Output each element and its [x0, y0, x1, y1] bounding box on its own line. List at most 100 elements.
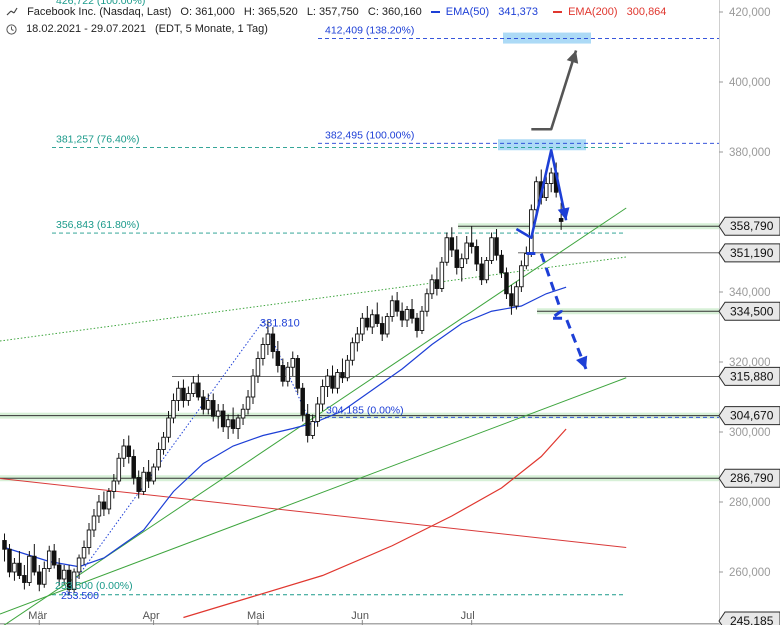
candle-body	[220, 410, 226, 428]
candle	[474, 239, 479, 271]
candle	[206, 393, 211, 415]
candle-body	[548, 172, 554, 184]
candle-body	[230, 419, 236, 429]
level-price-label: 334,500	[730, 304, 774, 318]
candle	[494, 229, 499, 261]
candle	[176, 381, 181, 411]
candle	[181, 379, 186, 408]
candle	[365, 306, 370, 331]
ema200-line	[183, 428, 567, 619]
x-tick-label: Mai	[247, 610, 265, 622]
level-price-tag	[718, 301, 780, 321]
candle-body	[320, 386, 325, 405]
candle	[454, 236, 460, 275]
clock-icon	[6, 23, 20, 35]
candle	[355, 327, 360, 352]
level-price-label: 315,880	[730, 369, 774, 383]
level-price-tag	[718, 611, 780, 625]
candle-body	[176, 387, 181, 401]
ema200-value: 300,864	[626, 6, 667, 18]
candle	[345, 355, 350, 382]
candle-body	[290, 358, 296, 368]
candle-body	[389, 300, 395, 317]
candle-body	[260, 344, 266, 359]
candle-body	[66, 569, 72, 590]
candle	[215, 404, 221, 429]
candle	[558, 202, 564, 230]
candle	[2, 533, 7, 562]
candle	[22, 565, 27, 590]
scenario-arrow	[531, 50, 578, 131]
candle-body	[71, 571, 77, 590]
candle	[136, 470, 141, 499]
candle-body	[37, 571, 42, 585]
candle-body	[171, 400, 176, 419]
candle-body	[81, 547, 87, 559]
candle	[225, 414, 231, 439]
candle	[459, 253, 464, 282]
y-tick-label: 420,000	[729, 7, 771, 19]
candle	[464, 236, 469, 264]
candle	[414, 313, 420, 338]
candle-body	[56, 564, 62, 580]
candle-body	[360, 317, 365, 335]
candle	[96, 495, 102, 523]
candle	[245, 390, 251, 415]
candle	[86, 523, 92, 555]
candle	[37, 565, 42, 592]
candle-body	[111, 480, 117, 492]
candle	[484, 257, 489, 284]
candle	[315, 397, 320, 427]
candle	[479, 257, 484, 285]
ema200-legend: EMA(200) 300,864	[553, 6, 672, 18]
candle-body	[42, 568, 47, 585]
candle	[375, 302, 380, 327]
scenario-arrows	[515, 50, 588, 370]
candle-body	[17, 562, 22, 576]
level-price-tag	[718, 366, 780, 386]
candle	[260, 337, 266, 366]
candle-body	[424, 293, 430, 312]
candle-body	[444, 237, 450, 263]
candle	[379, 316, 385, 341]
annotations: 426,722 (100.00%) 381,257 (76.40%) 356,843…	[55, 0, 414, 602]
fib-label: 412,409 (138.20%)	[325, 25, 414, 37]
swing-high-label: 331.810	[260, 318, 300, 330]
candle-body	[543, 183, 549, 198]
x-tick-label: Jul	[461, 610, 475, 622]
level-price-tag	[718, 406, 780, 426]
range-note: (EDT, 5 Monate, 1 Tag)	[155, 23, 268, 35]
candle	[71, 568, 77, 593]
fib-label: 381,257 (76.40%)	[56, 134, 139, 146]
y-tick-label: 300,000	[729, 427, 771, 439]
level-price-label: 304,670	[730, 409, 774, 423]
candle-body	[210, 400, 216, 417]
candle-body	[330, 375, 335, 389]
candle-body	[225, 419, 231, 428]
fib-label: 426,722 (100.00%)	[56, 0, 145, 7]
candle-body	[146, 471, 151, 482]
candle	[360, 313, 365, 341]
level-price-label: 245,185	[730, 614, 774, 625]
header-row-1: Facebook Inc. (Nasdaq, Last) O: 361,000 …	[6, 6, 678, 18]
candle-body	[484, 260, 489, 281]
candle	[196, 374, 201, 401]
candle-body	[32, 555, 37, 573]
ema200-label: EMA(200)	[568, 6, 618, 18]
candle	[409, 299, 415, 324]
candle	[270, 327, 276, 359]
level-price-label: 286,790	[730, 471, 774, 485]
candle	[17, 551, 22, 579]
candle	[230, 407, 236, 434]
candle	[265, 320, 271, 355]
candle-body	[439, 261, 445, 289]
candle-body	[434, 279, 440, 289]
level-price-tag	[718, 216, 780, 236]
candle	[191, 376, 196, 397]
level-price-label: 358,790	[730, 219, 774, 233]
candle	[76, 554, 82, 579]
candle-body	[384, 316, 390, 335]
candles	[2, 162, 564, 595]
candle-body	[305, 414, 310, 436]
